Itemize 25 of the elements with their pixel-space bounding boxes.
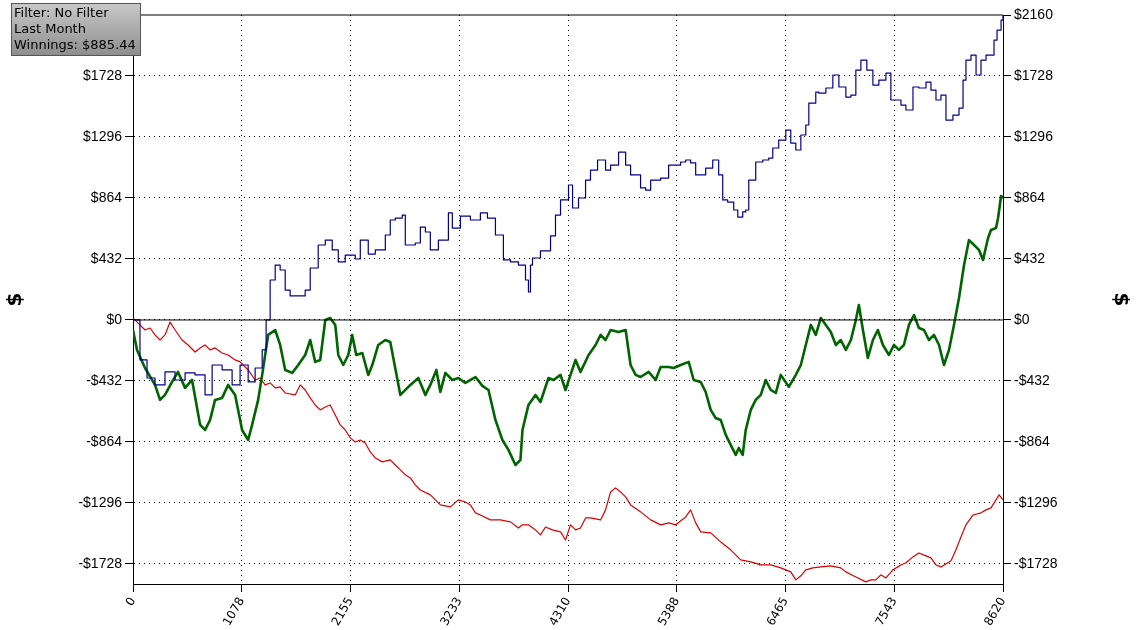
y-tick-label: $864 <box>90 188 123 205</box>
y-tick-label: -$432 <box>86 371 123 388</box>
y2-tick-label: -$1728 <box>1014 554 1058 571</box>
y2-tick-label: $432 <box>1014 249 1046 266</box>
y-axis-title: $ <box>2 292 27 307</box>
y2-tick-label: -$864 <box>1014 432 1051 449</box>
y2-tick-label: -$432 <box>1014 371 1051 388</box>
y-tick-label: -$1728 <box>78 554 123 571</box>
y2-tick-label: $1296 <box>1014 127 1054 144</box>
y-tick-label: -$1296 <box>78 493 123 510</box>
text: Last Month <box>14 21 87 37</box>
text: Filter: No Filter <box>14 5 110 21</box>
x-tick-label: 0 <box>122 594 139 609</box>
y-tick-label: $1728 <box>83 66 123 83</box>
y-tick-label: $432 <box>90 249 123 266</box>
y2-axis-title: $ <box>1109 292 1134 307</box>
y2-tick-label: $864 <box>1014 188 1046 205</box>
y-tick-label: $0 <box>106 310 123 327</box>
y-tick-label: $1296 <box>83 127 123 144</box>
y2-tick-label: $0 <box>1014 310 1030 327</box>
y2-tick-label: $1728 <box>1014 66 1054 83</box>
y-tick-label: -$864 <box>86 432 123 449</box>
annotation: Winnings: $885.44 <box>14 37 136 53</box>
y2-tick-label: -$1296 <box>1014 493 1058 510</box>
y2-tick-label: $2160 <box>1014 5 1054 22</box>
